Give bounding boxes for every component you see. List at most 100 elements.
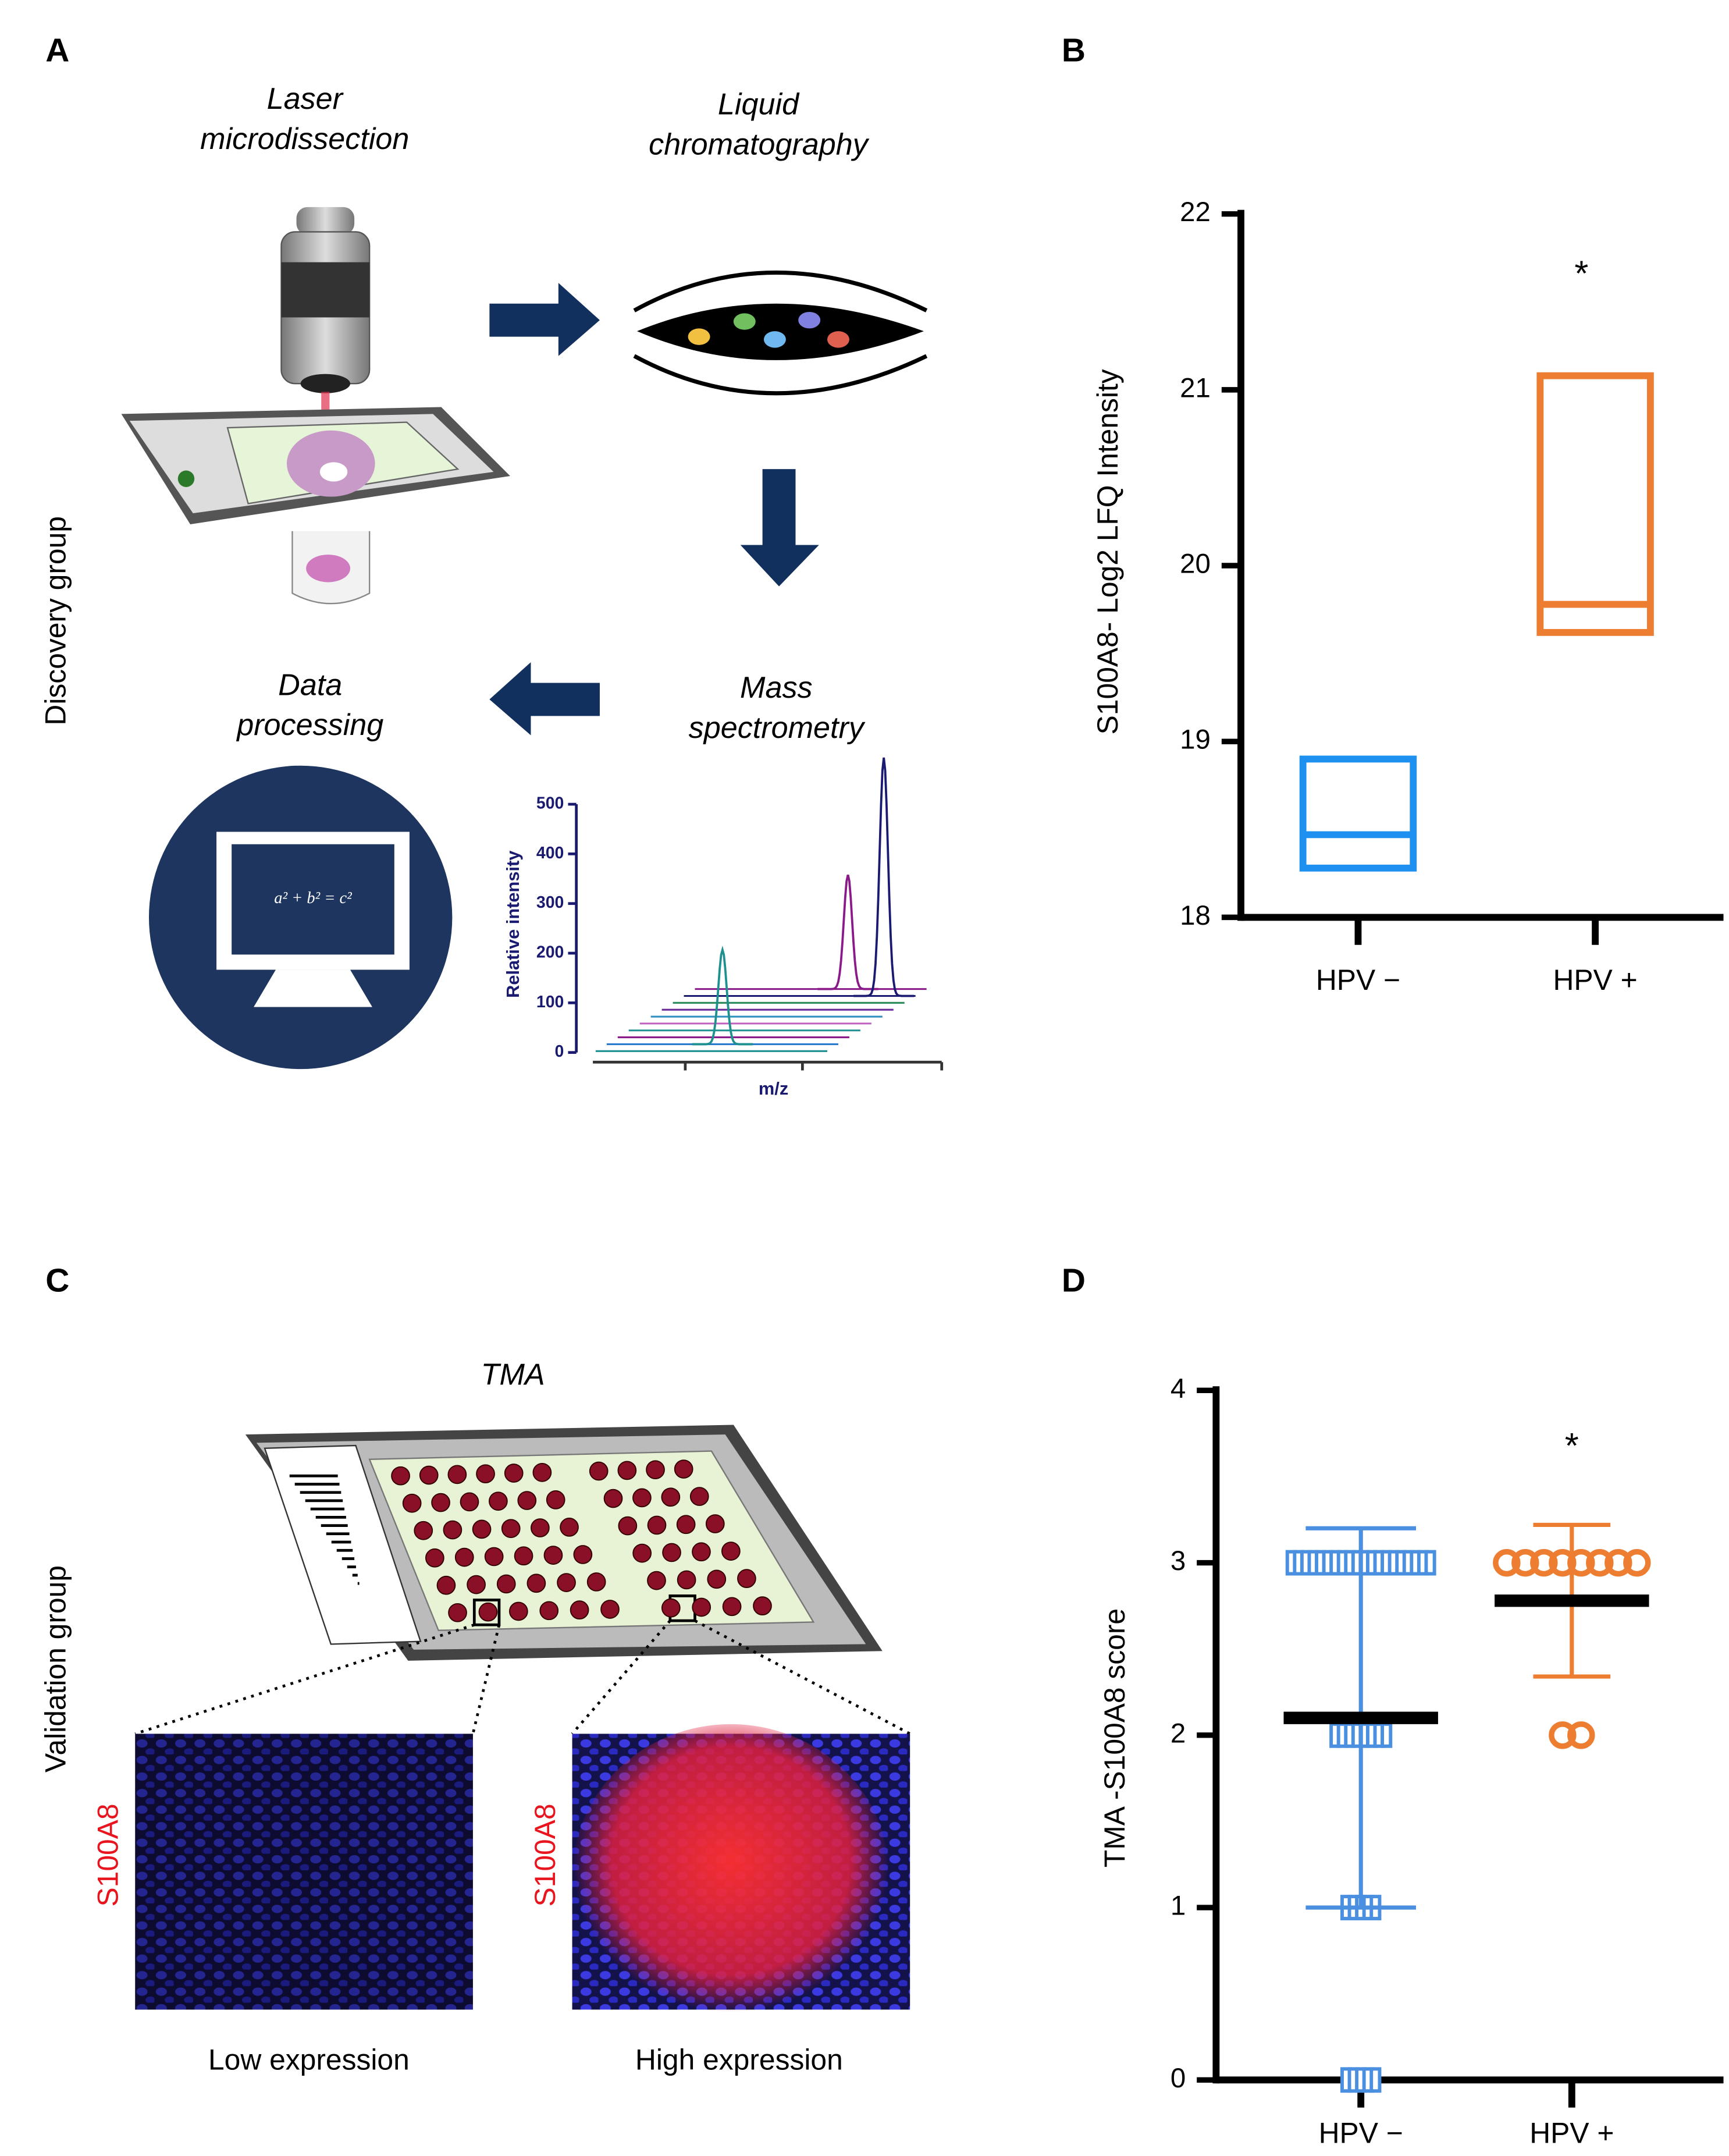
- box: [1536, 372, 1654, 636]
- tissue-core: [460, 1492, 479, 1512]
- tissue-core: [431, 1493, 450, 1512]
- stain-label: S100A8: [529, 1803, 561, 1906]
- y-tick-label: 100: [536, 993, 564, 1011]
- analyte: [798, 311, 821, 329]
- tissue-core: [705, 1514, 725, 1533]
- tissue-core: [586, 1572, 606, 1592]
- tissue-core: [508, 1601, 528, 1621]
- y-tick-label: 1: [1171, 1891, 1186, 1921]
- tissue-core: [546, 1490, 565, 1509]
- y-tick-label: 22: [1180, 197, 1211, 228]
- tissue-core: [402, 1493, 422, 1513]
- analyte: [763, 331, 786, 348]
- arrow: [489, 283, 600, 356]
- zoom-box: [472, 1599, 501, 1626]
- tissue-core: [721, 1541, 741, 1561]
- tissue-core: [436, 1575, 456, 1595]
- x-tick-label: HPV +: [1529, 2116, 1614, 2149]
- point: [1586, 1548, 1614, 1577]
- caption: High expression: [635, 2044, 843, 2076]
- y-tick-label: 400: [536, 844, 564, 862]
- tissue-core: [501, 1519, 521, 1539]
- zoom-line: [571, 1619, 671, 1735]
- tube-tissue: [306, 555, 350, 582]
- micrograph-low: [135, 1734, 473, 2010]
- tissue-core: [414, 1521, 433, 1540]
- y-tick-label: 0: [555, 1042, 564, 1061]
- tissue-core: [632, 1543, 652, 1563]
- tissue-core: [689, 1487, 709, 1506]
- tissue-core: [707, 1569, 727, 1589]
- screen: [232, 844, 394, 955]
- slide: [121, 407, 510, 605]
- chromatography: [633, 270, 928, 396]
- panel-label: B: [1062, 32, 1086, 69]
- tissue-core: [476, 1464, 495, 1484]
- tissue-core: [737, 1569, 756, 1588]
- tissue-core: [526, 1574, 546, 1593]
- step-label: processing: [236, 708, 383, 742]
- tissue-core: [661, 1487, 681, 1507]
- peak: [692, 946, 753, 1046]
- step-label: Liquid: [718, 88, 800, 122]
- tissue-core: [617, 1461, 637, 1480]
- point: [1623, 1548, 1651, 1577]
- x-tick-label: HPV −: [1316, 964, 1400, 996]
- stain-label: S100A8: [92, 1803, 124, 1906]
- y-tick-label: 4: [1171, 1373, 1186, 1404]
- tissue-core: [517, 1491, 537, 1510]
- x-tick-label: HPV +: [1553, 964, 1637, 996]
- tma-slide: [134, 1425, 911, 1735]
- y-axis-label: S100A8- Log2 LFQ Intensity: [1091, 369, 1124, 734]
- tissue-core: [531, 1518, 550, 1537]
- tissue-core: [560, 1518, 579, 1537]
- tissue-core: [600, 1600, 620, 1619]
- tissue-core: [514, 1546, 533, 1566]
- tissue-core: [570, 1600, 589, 1619]
- tissue-core: [674, 1459, 693, 1479]
- tissue-core: [478, 1602, 498, 1622]
- annotation: *: [1574, 254, 1588, 294]
- slide-mark: [177, 470, 195, 487]
- micrograph-shade: [135, 1734, 473, 2010]
- y-tick-label: 0: [1171, 2063, 1186, 2094]
- tissue-core: [543, 1546, 563, 1565]
- panel-label: C: [45, 1262, 69, 1299]
- group-label: Discovery group: [40, 516, 72, 726]
- step-label: chromatography: [649, 127, 870, 161]
- y-tick-label: 18: [1180, 900, 1211, 931]
- y-tick-label: 500: [536, 794, 564, 813]
- cut: [319, 462, 348, 482]
- column-wall: [633, 270, 928, 312]
- tissue-core: [467, 1575, 486, 1594]
- spectrum: 0 100 200 300 400 500 Relative intensity m/z: [503, 757, 944, 1099]
- point: [1381, 1722, 1393, 1748]
- point: [1605, 1548, 1632, 1577]
- tissue-core: [532, 1463, 552, 1482]
- column: [636, 303, 924, 360]
- y-tick-label: 3: [1171, 1546, 1186, 1576]
- barcode-label: [264, 1444, 422, 1645]
- x-axis-label: m/z: [759, 1078, 788, 1099]
- point: [1567, 1721, 1595, 1749]
- arrows: [489, 283, 819, 736]
- tissue-core: [573, 1545, 593, 1564]
- tissue-core: [692, 1542, 711, 1562]
- point: [1549, 1721, 1577, 1749]
- step-label: Laser: [267, 82, 344, 116]
- tissue-core: [454, 1547, 474, 1567]
- point: [1493, 1548, 1521, 1577]
- y-axis-label: Relative intensity: [503, 851, 523, 998]
- y-tick-label: 20: [1180, 549, 1211, 580]
- tissue-core: [632, 1488, 652, 1508]
- panel-label: A: [45, 32, 69, 69]
- lens-band: [281, 262, 370, 318]
- peak: [853, 757, 915, 997]
- tissue-core: [484, 1547, 504, 1567]
- tissue-core: [618, 1516, 638, 1536]
- lens-top: [296, 207, 355, 235]
- y-tick-label: 21: [1180, 372, 1211, 403]
- tissue-core: [539, 1601, 559, 1621]
